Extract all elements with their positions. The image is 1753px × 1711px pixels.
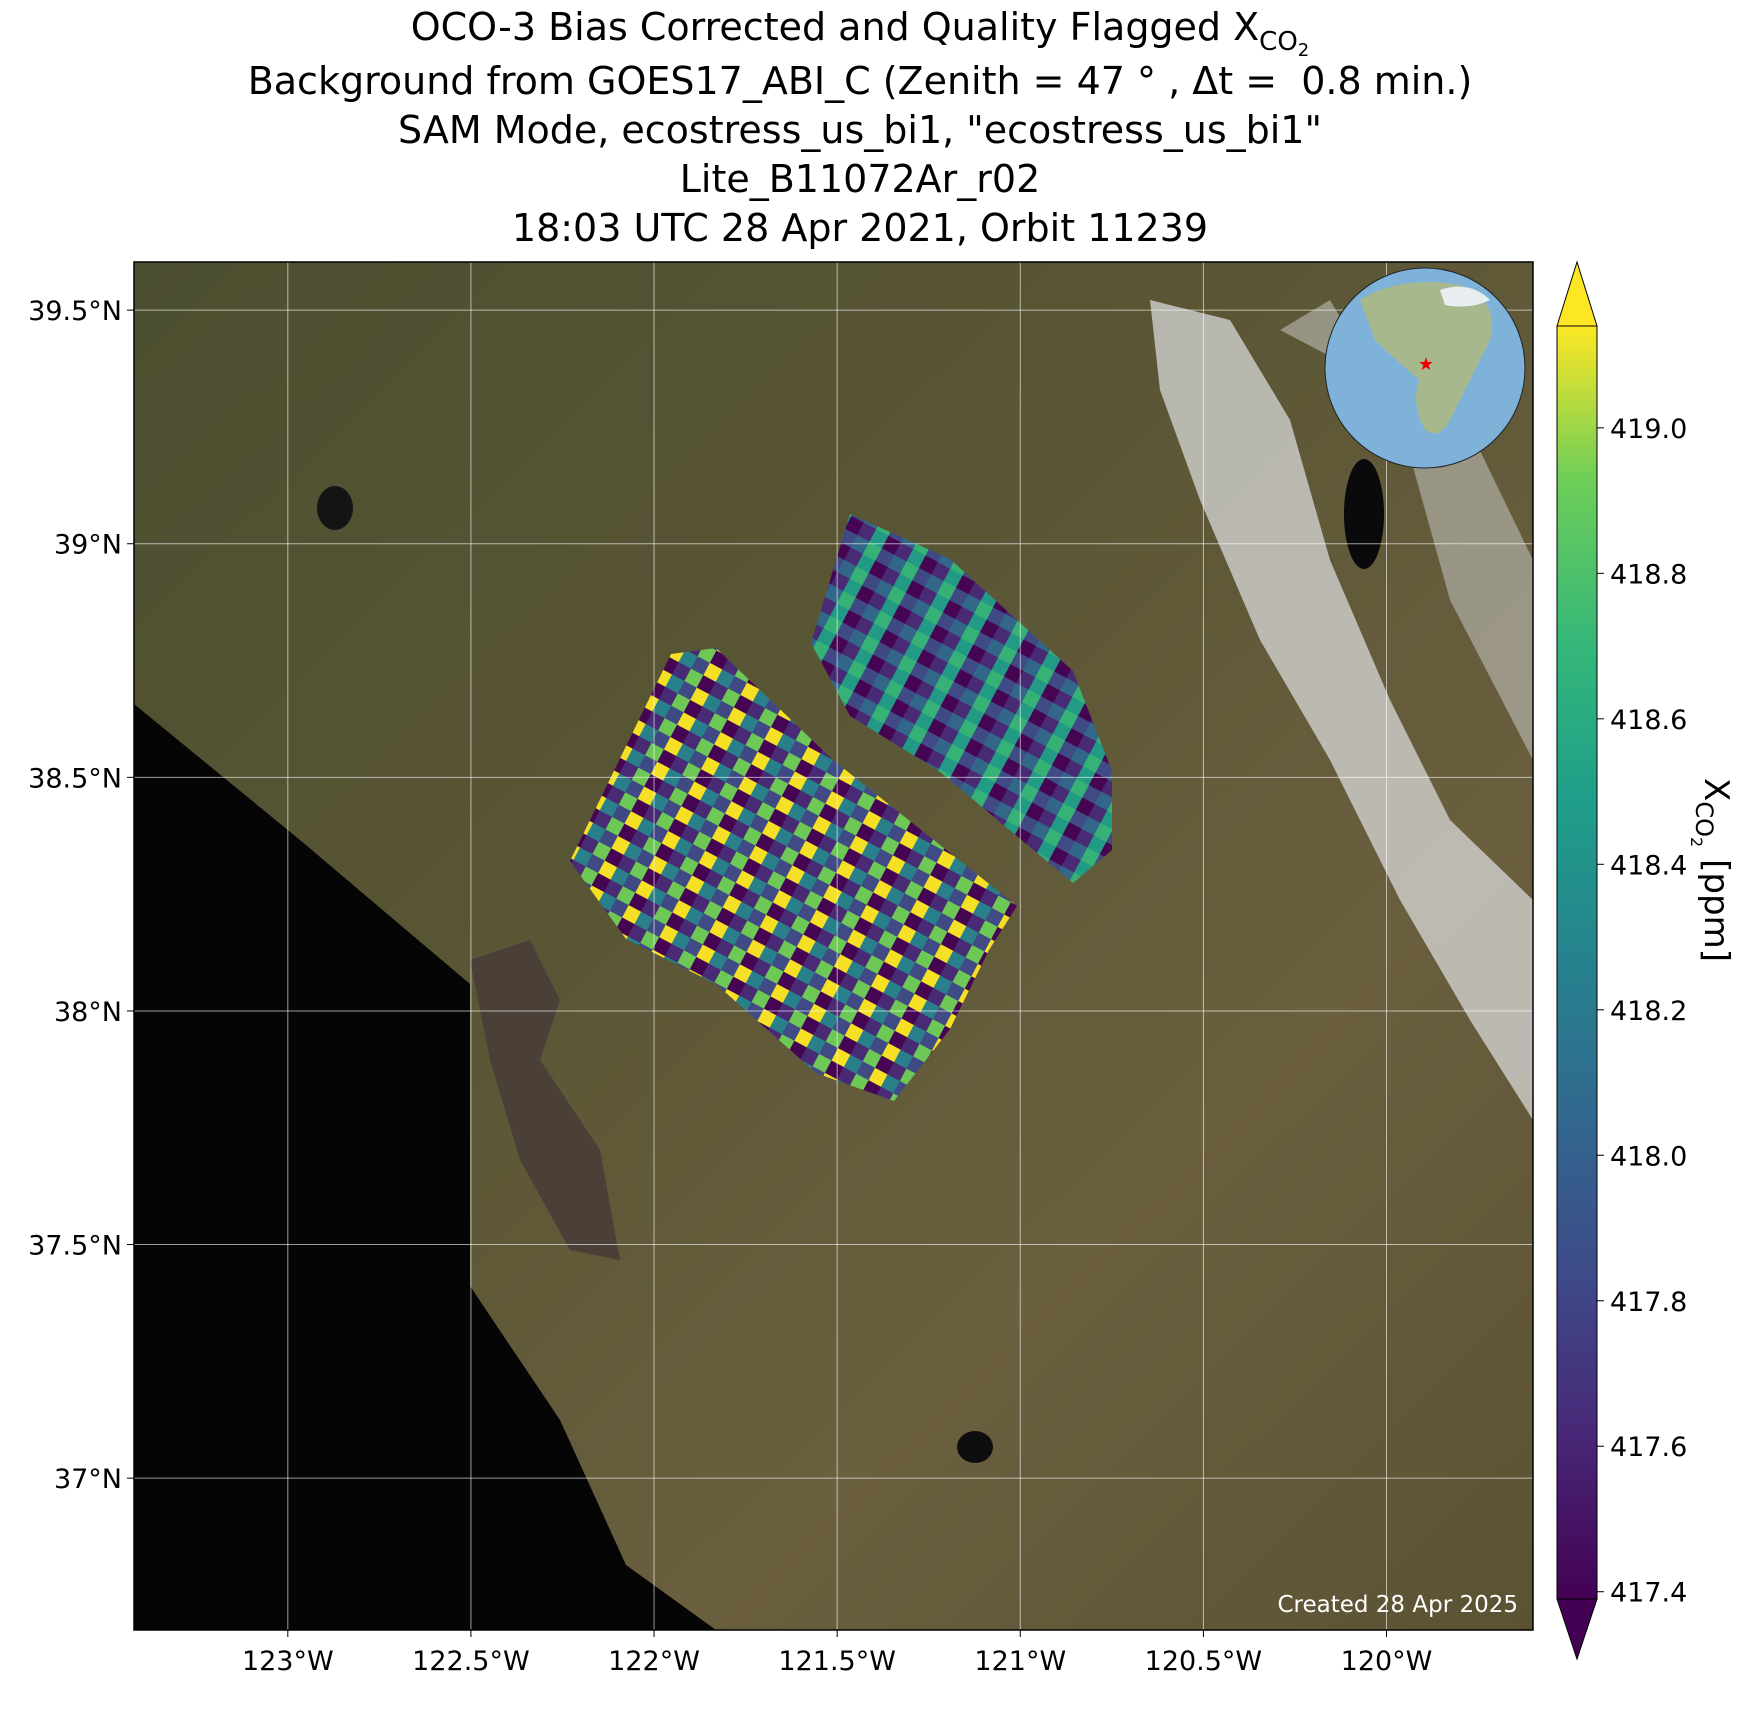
colorbar-tick-label: 418.0	[1610, 1141, 1687, 1172]
location-star: ★	[1418, 354, 1434, 375]
colorbar-tick-label: 418.2	[1610, 996, 1687, 1027]
colorbar-tick-label: 418.4	[1610, 850, 1687, 881]
map-frame	[133, 261, 1534, 1631]
title-line: Lite_B11072Ar_r02	[680, 157, 1041, 201]
y-tick-label: 39°N	[54, 530, 122, 561]
colorbar-extend-max	[1556, 260, 1598, 327]
title-line: Background from GOES17_ABI_C (Zenith = 4…	[248, 59, 1473, 103]
y-tick-label: 37.5°N	[28, 1231, 122, 1262]
x-tick-label: 121°W	[974, 1646, 1066, 1677]
y-tick-label: 38°N	[54, 997, 122, 1028]
y-tick-label: 37°N	[54, 1464, 122, 1495]
colorbar-label: XCO2 [ppm]	[1687, 778, 1736, 962]
x-tick-label: 120°W	[1341, 1646, 1433, 1677]
title-line: 18:03 UTC 28 Apr 2021, Orbit 11239	[512, 206, 1208, 250]
y-tick-label: 38.5°N	[28, 763, 122, 794]
title-subsub: 2	[1298, 40, 1309, 61]
x-tick-label: 122°W	[608, 1646, 700, 1677]
title-line: OCO-3 Bias Corrected and Quality Flagged…	[411, 5, 1310, 61]
colorbar-label-unit: [ppm]	[1696, 859, 1736, 962]
credit: Created 28 Apr 2025	[1277, 1592, 1518, 1618]
colorbar-tick-label: 417.8	[1610, 1287, 1687, 1318]
colorbar-label-main: X	[1696, 778, 1736, 801]
colorbar-tick-label: 419.0	[1610, 414, 1687, 445]
colorbar-frame	[1556, 325, 1598, 1600]
map-background	[134, 262, 1533, 1630]
colorbar-tick-label: 417.4	[1610, 1578, 1687, 1609]
x-tick-label: 121.5°W	[778, 1646, 896, 1677]
x-tick-label: 120.5°W	[1145, 1646, 1263, 1677]
colorbar-tick-label: 417.6	[1610, 1432, 1687, 1463]
title-main: OCO-3 Bias Corrected and Quality Flagged…	[411, 5, 1259, 49]
title-sub: CO	[1259, 27, 1298, 57]
colorbar	[1557, 326, 1597, 1599]
colorbar-tick-label: 418.8	[1610, 559, 1687, 590]
x-tick-label: 122.5°W	[412, 1646, 530, 1677]
y-tick-label: 39.5°N	[28, 296, 122, 327]
colorbar-label-sub: CO	[1690, 801, 1718, 837]
title-line: SAM Mode, ecostress_us_bi1, "ecostress_u…	[398, 108, 1322, 152]
colorbar-label-subsub: 2	[1687, 837, 1706, 847]
x-tick-label: 123°W	[242, 1646, 334, 1677]
colorbar-tick-label: 418.6	[1610, 705, 1687, 736]
colorbar-extend-min	[1556, 1598, 1598, 1661]
inset-globe: ★	[1324, 267, 1526, 469]
